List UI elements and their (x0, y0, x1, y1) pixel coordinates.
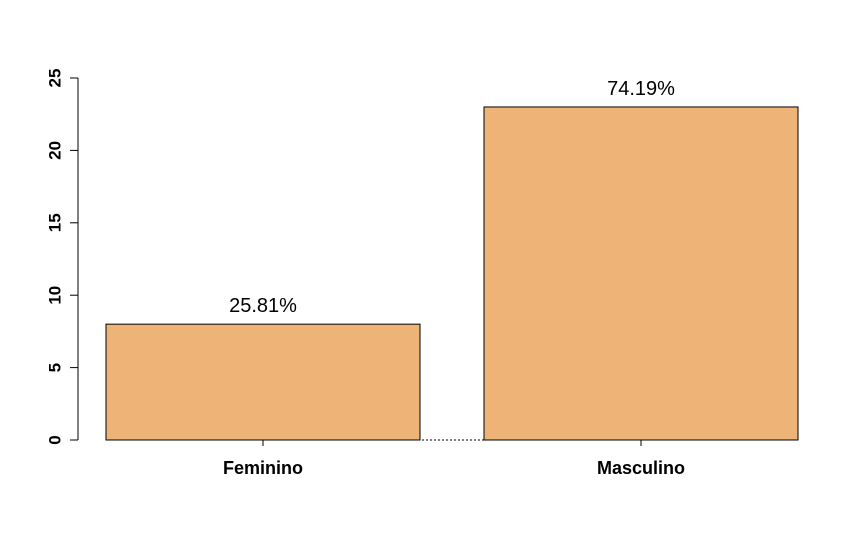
bar-feminino (105, 323, 421, 441)
x-tick-label-masculino: Masculino (597, 458, 685, 478)
y-tick-label: 25 (45, 69, 64, 88)
bar-masculino (483, 106, 799, 441)
y-tick-label: 20 (45, 141, 64, 160)
y-tick-label: 10 (45, 286, 64, 305)
data-label-feminino: 25.81% (229, 295, 297, 317)
x-tick-label-feminino: Feminino (223, 458, 303, 478)
y-tick-label: 15 (45, 213, 64, 232)
data-label-masculino: 74.19% (607, 78, 675, 100)
y-tick-label: 5 (45, 363, 64, 372)
bars-group: 25.81% 74.19% (105, 78, 799, 441)
y-axis: 0 5 10 15 20 25 (45, 69, 79, 445)
x-axis: Feminino Masculino (223, 440, 685, 478)
y-tick-label: 0 (45, 435, 64, 444)
